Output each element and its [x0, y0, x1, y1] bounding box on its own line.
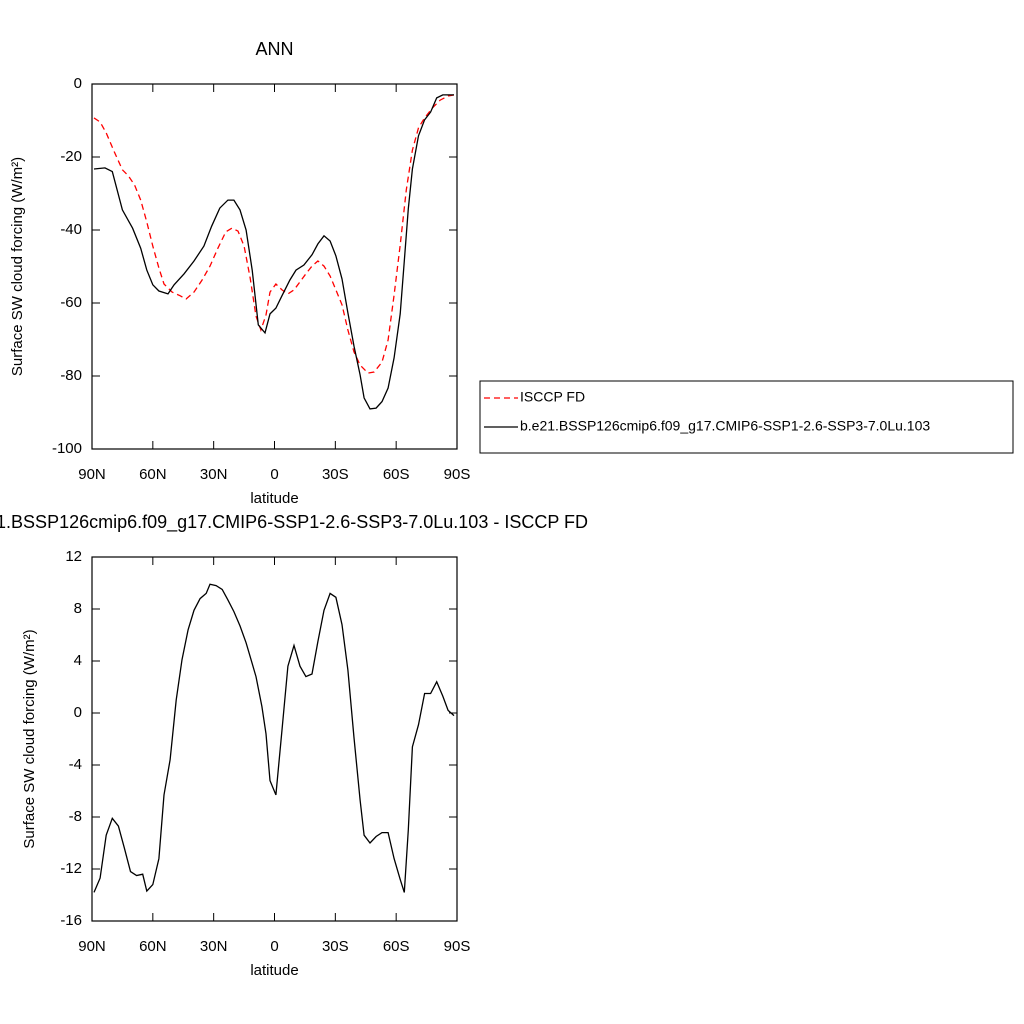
chart-title: ANN	[255, 39, 293, 59]
x-axis-label: latitude	[250, 962, 298, 979]
y-axis-label: Surface SW cloud forcing (W/m²)	[9, 157, 26, 376]
y-tick-label: -12	[60, 860, 82, 877]
x-tick-label: 90S	[444, 466, 471, 483]
legend-label: ISCCP FD	[520, 389, 585, 405]
y-tick-label: -60	[60, 294, 82, 311]
x-tick-label: 30S	[322, 466, 349, 483]
data-line	[93, 94, 455, 374]
y-axis-label: Surface SW cloud forcing (W/m²)	[21, 629, 38, 848]
legend-box	[479, 380, 1014, 454]
data-line	[93, 583, 455, 893]
x-tick-label: 60S	[383, 466, 410, 483]
y-tick-label: -4	[69, 756, 82, 773]
x-tick-label: 30S	[322, 938, 349, 955]
x-tick-label: 30N	[200, 466, 228, 483]
y-tick-label: 8	[74, 600, 82, 617]
x-tick-label: 60N	[139, 938, 167, 955]
y-tick-label: 12	[65, 548, 82, 565]
data-line	[93, 94, 454, 410]
chart-title: b.e21.BSSP126cmip6.f09_g17.CMIP6-SSP1-2.…	[0, 512, 588, 533]
y-tick-label: 0	[74, 704, 82, 721]
y-tick-label: -8	[69, 808, 82, 825]
y-tick-label: 4	[74, 652, 82, 669]
y-tick-label: -80	[60, 367, 82, 384]
x-tick-label: 30N	[200, 938, 228, 955]
y-tick-label: 0	[74, 75, 82, 92]
x-tick-label: 90S	[444, 938, 471, 955]
x-tick-label: 90N	[78, 938, 106, 955]
x-tick-label: 90N	[78, 466, 106, 483]
x-tick-label: 0	[270, 938, 278, 955]
y-tick-label: -16	[60, 912, 82, 929]
y-tick-label: -20	[60, 148, 82, 165]
y-tick-label: -40	[60, 221, 82, 238]
x-tick-label: 60N	[139, 466, 167, 483]
plot-frame	[91, 556, 458, 922]
y-tick-label: -100	[52, 440, 82, 457]
x-axis-label: latitude	[250, 490, 298, 507]
x-tick-label: 60S	[383, 938, 410, 955]
plot-frame	[91, 83, 458, 450]
x-tick-label: 0	[270, 466, 278, 483]
legend-label: b.e21.BSSP126cmip6.f09_g17.CMIP6-SSP1-2.…	[520, 418, 930, 434]
